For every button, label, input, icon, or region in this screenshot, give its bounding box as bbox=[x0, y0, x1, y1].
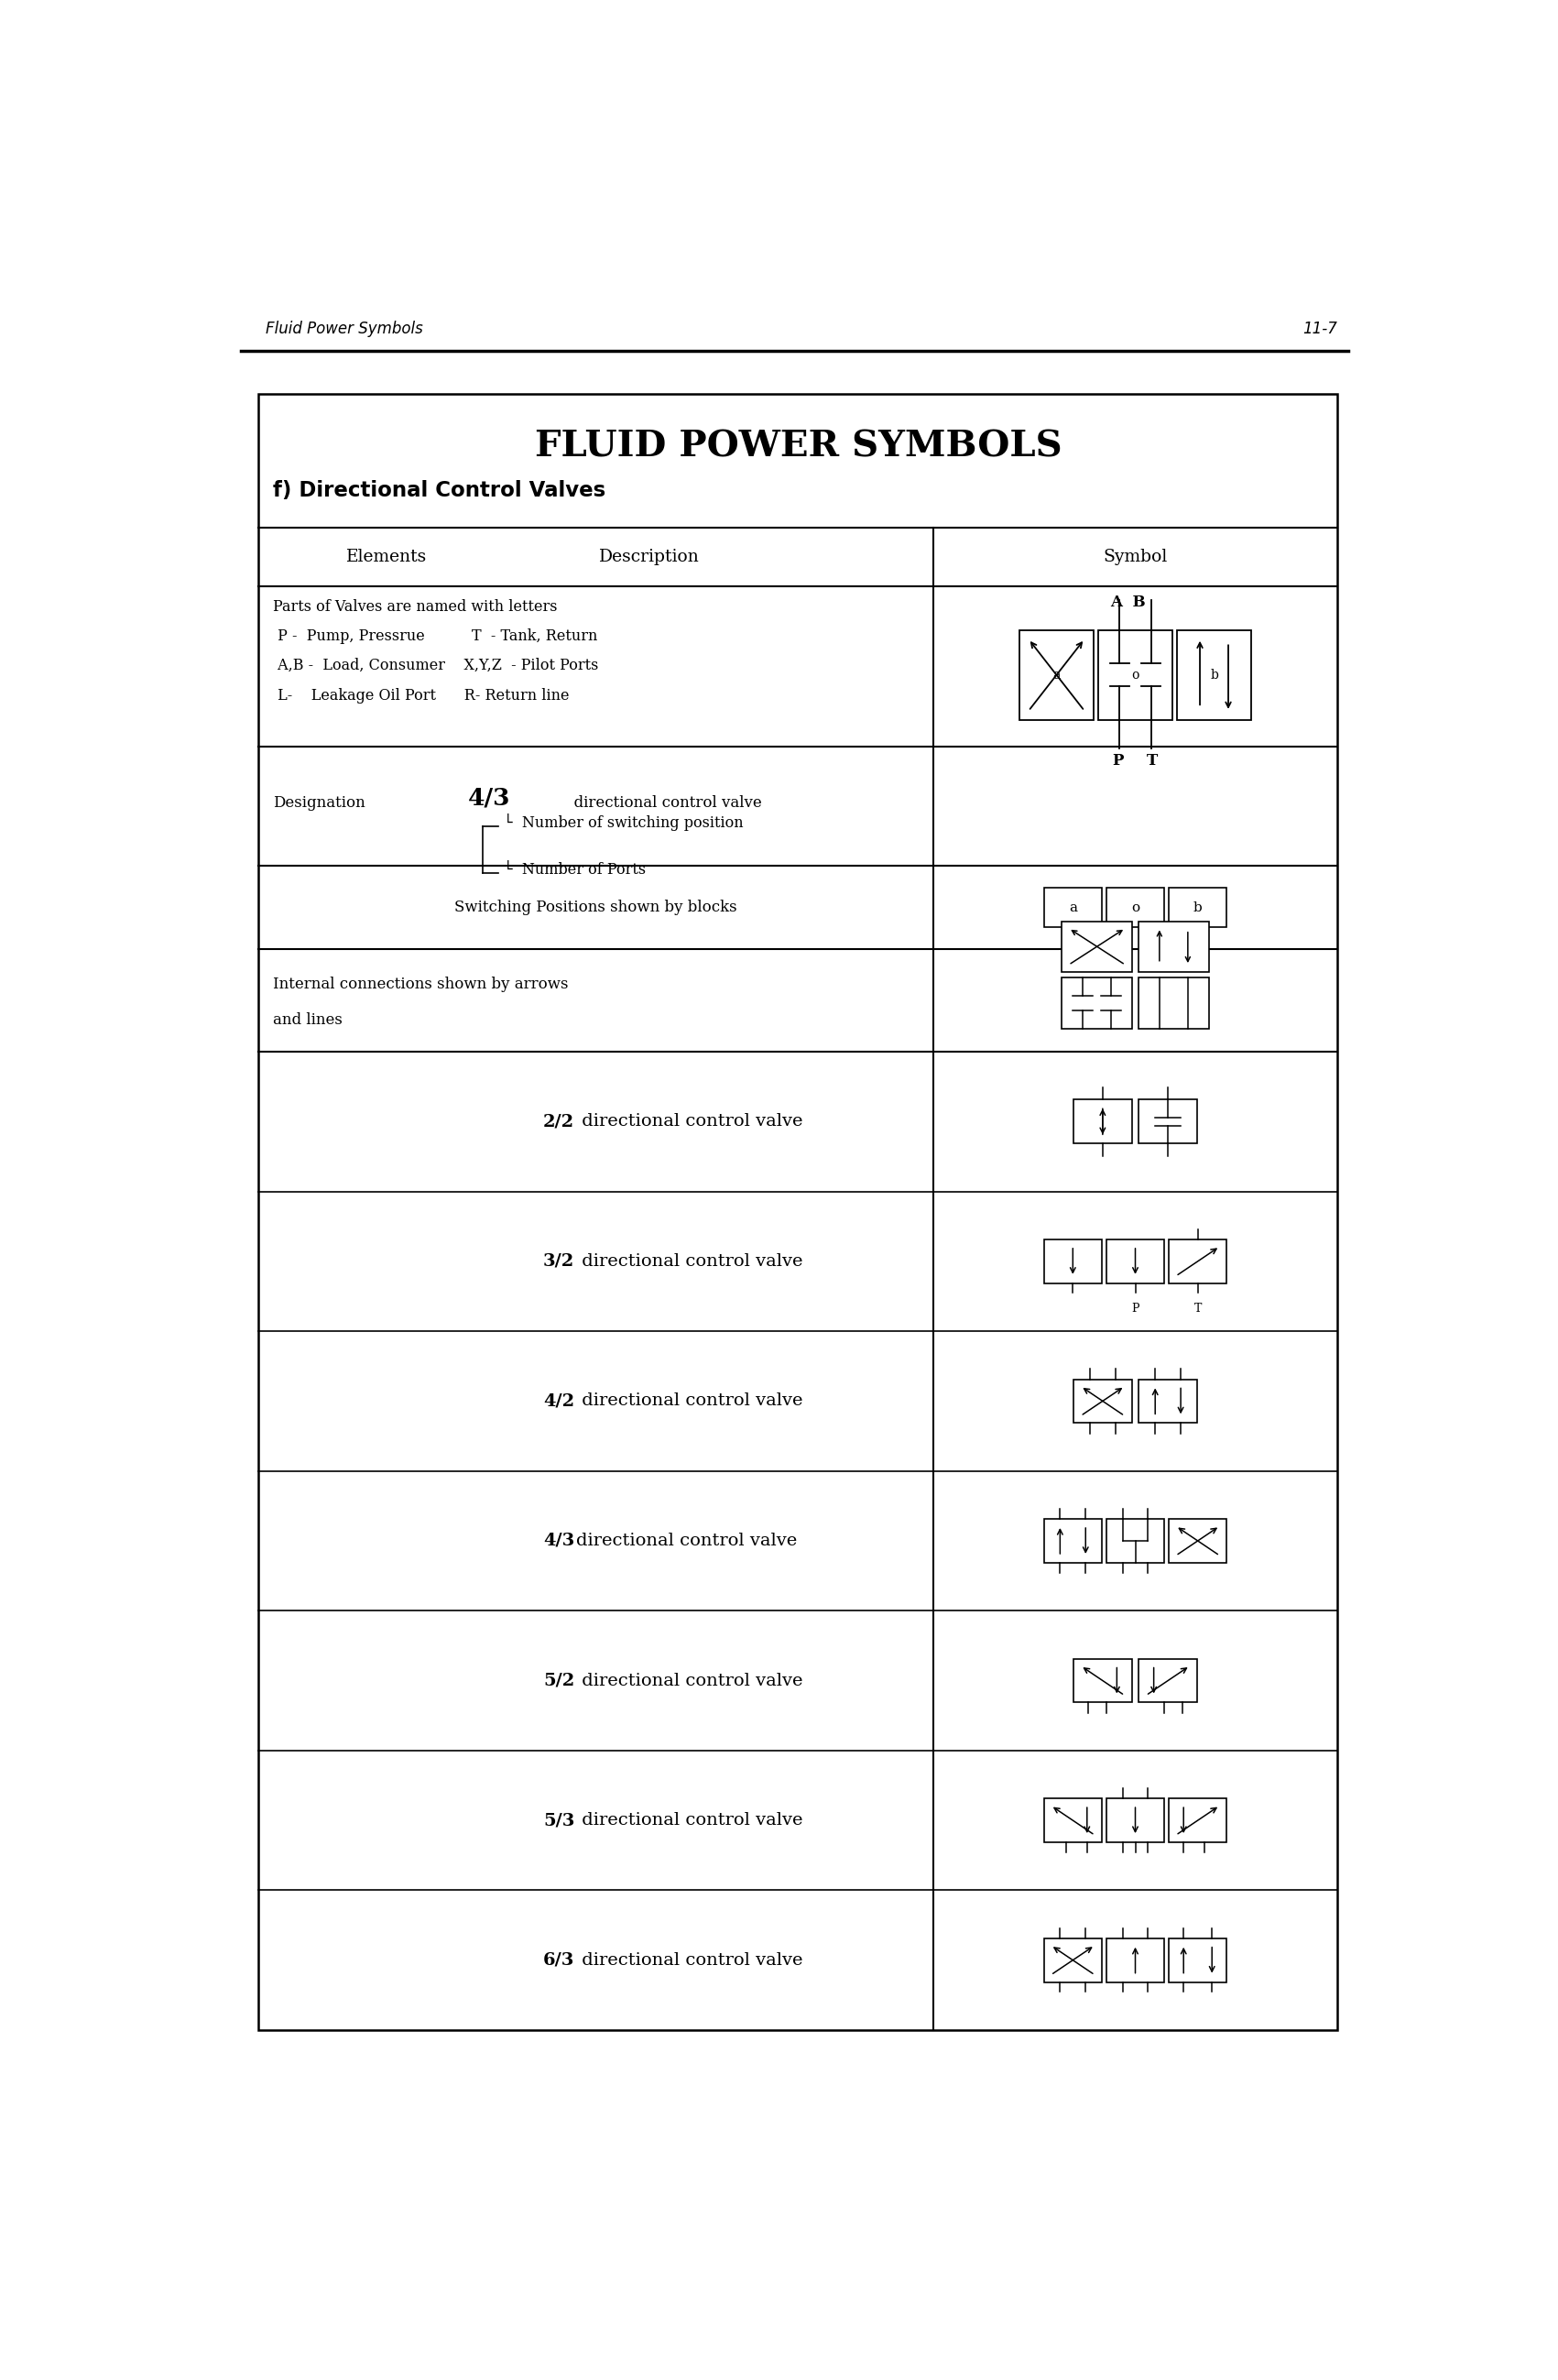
Bar bbox=[1019, 631, 1094, 721]
Text: b: b bbox=[1211, 669, 1218, 681]
Text: directional control valve: directional control valve bbox=[576, 1252, 802, 1269]
Text: 4/3: 4/3 bbox=[467, 785, 511, 809]
Text: directional control valve: directional control valve bbox=[576, 1811, 802, 1828]
Text: A  B: A B bbox=[1111, 595, 1145, 609]
Bar bbox=[1168, 1937, 1226, 1983]
Text: 4/2: 4/2 bbox=[544, 1392, 575, 1409]
Bar bbox=[1098, 631, 1173, 721]
Bar bbox=[1106, 1518, 1164, 1564]
Bar bbox=[1073, 1378, 1131, 1423]
Text: 4/3: 4/3 bbox=[544, 1533, 575, 1549]
Text: └  Number of switching position: └ Number of switching position bbox=[503, 814, 743, 831]
Bar bbox=[1106, 1799, 1164, 1842]
Bar bbox=[1168, 1240, 1226, 1283]
Bar bbox=[1176, 631, 1251, 721]
Text: and lines: and lines bbox=[273, 1011, 343, 1028]
Text: T: T bbox=[1193, 1302, 1201, 1314]
Text: Elements: Elements bbox=[346, 547, 427, 564]
Bar bbox=[1073, 1659, 1131, 1702]
Bar bbox=[1044, 1799, 1102, 1842]
Text: 11-7: 11-7 bbox=[1302, 321, 1338, 338]
Bar bbox=[1139, 1100, 1197, 1142]
Bar bbox=[1139, 978, 1209, 1028]
Bar bbox=[1168, 1799, 1226, 1842]
Text: 5/3: 5/3 bbox=[544, 1811, 575, 1828]
Bar bbox=[1044, 888, 1102, 928]
Text: Symbol: Symbol bbox=[1103, 547, 1167, 564]
Bar bbox=[259, 393, 1338, 2030]
Text: FLUID POWER SYMBOLS: FLUID POWER SYMBOLS bbox=[534, 428, 1061, 464]
Text: directional control valve: directional control valve bbox=[576, 1533, 796, 1549]
Bar bbox=[1168, 888, 1226, 928]
Text: directional control valve: directional control valve bbox=[576, 1952, 802, 1968]
Text: b: b bbox=[1193, 902, 1203, 914]
Bar bbox=[1106, 888, 1164, 928]
Text: P -  Pump, Pressrue          T  - Tank, Return: P - Pump, Pressrue T - Tank, Return bbox=[273, 628, 597, 645]
Bar bbox=[1168, 1518, 1226, 1564]
Text: Parts of Valves are named with letters: Parts of Valves are named with letters bbox=[273, 600, 558, 614]
Text: P: P bbox=[1112, 754, 1123, 769]
Bar bbox=[1073, 1100, 1131, 1142]
Text: T: T bbox=[1147, 754, 1158, 769]
Bar bbox=[1044, 1937, 1102, 1983]
Text: directional control valve: directional control valve bbox=[576, 1114, 802, 1130]
Text: a: a bbox=[1069, 902, 1077, 914]
Text: o: o bbox=[1131, 669, 1139, 681]
Bar bbox=[1139, 1659, 1197, 1702]
Text: A,B -  Load, Consumer    X,Y,Z  - Pilot Ports: A,B - Load, Consumer X,Y,Z - Pilot Ports bbox=[273, 657, 598, 674]
Bar bbox=[1106, 1240, 1164, 1283]
Text: o: o bbox=[1131, 902, 1139, 914]
Bar bbox=[1139, 1378, 1197, 1423]
Bar bbox=[1106, 1937, 1164, 1983]
Text: 6/3: 6/3 bbox=[544, 1952, 575, 1968]
Bar bbox=[1139, 921, 1209, 971]
Text: 2/2: 2/2 bbox=[544, 1114, 575, 1130]
Text: P: P bbox=[1131, 1302, 1139, 1314]
Bar bbox=[1061, 921, 1133, 971]
Text: a: a bbox=[1053, 669, 1061, 681]
Text: └  Number of Ports: └ Number of Ports bbox=[503, 862, 645, 878]
Text: Designation: Designation bbox=[273, 795, 365, 812]
Bar bbox=[1044, 1518, 1102, 1564]
Text: Switching Positions shown by blocks: Switching Positions shown by blocks bbox=[455, 900, 737, 916]
Bar bbox=[1044, 1240, 1102, 1283]
Text: Fluid Power Symbols: Fluid Power Symbols bbox=[266, 321, 424, 338]
Text: directional control valve: directional control valve bbox=[576, 1673, 802, 1690]
Bar bbox=[1061, 978, 1133, 1028]
Text: directional control valve: directional control valve bbox=[576, 1392, 802, 1409]
Text: Internal connections shown by arrows: Internal connections shown by arrows bbox=[273, 976, 569, 992]
Text: L-    Leakage Oil Port      R- Return line: L- Leakage Oil Port R- Return line bbox=[273, 688, 569, 702]
Text: 5/2: 5/2 bbox=[544, 1673, 575, 1690]
Text: 3/2: 3/2 bbox=[544, 1252, 575, 1269]
Text: Description: Description bbox=[598, 547, 700, 564]
Text: directional control valve: directional control valve bbox=[564, 795, 762, 812]
Text: f) Directional Control Valves: f) Directional Control Valves bbox=[273, 481, 606, 502]
